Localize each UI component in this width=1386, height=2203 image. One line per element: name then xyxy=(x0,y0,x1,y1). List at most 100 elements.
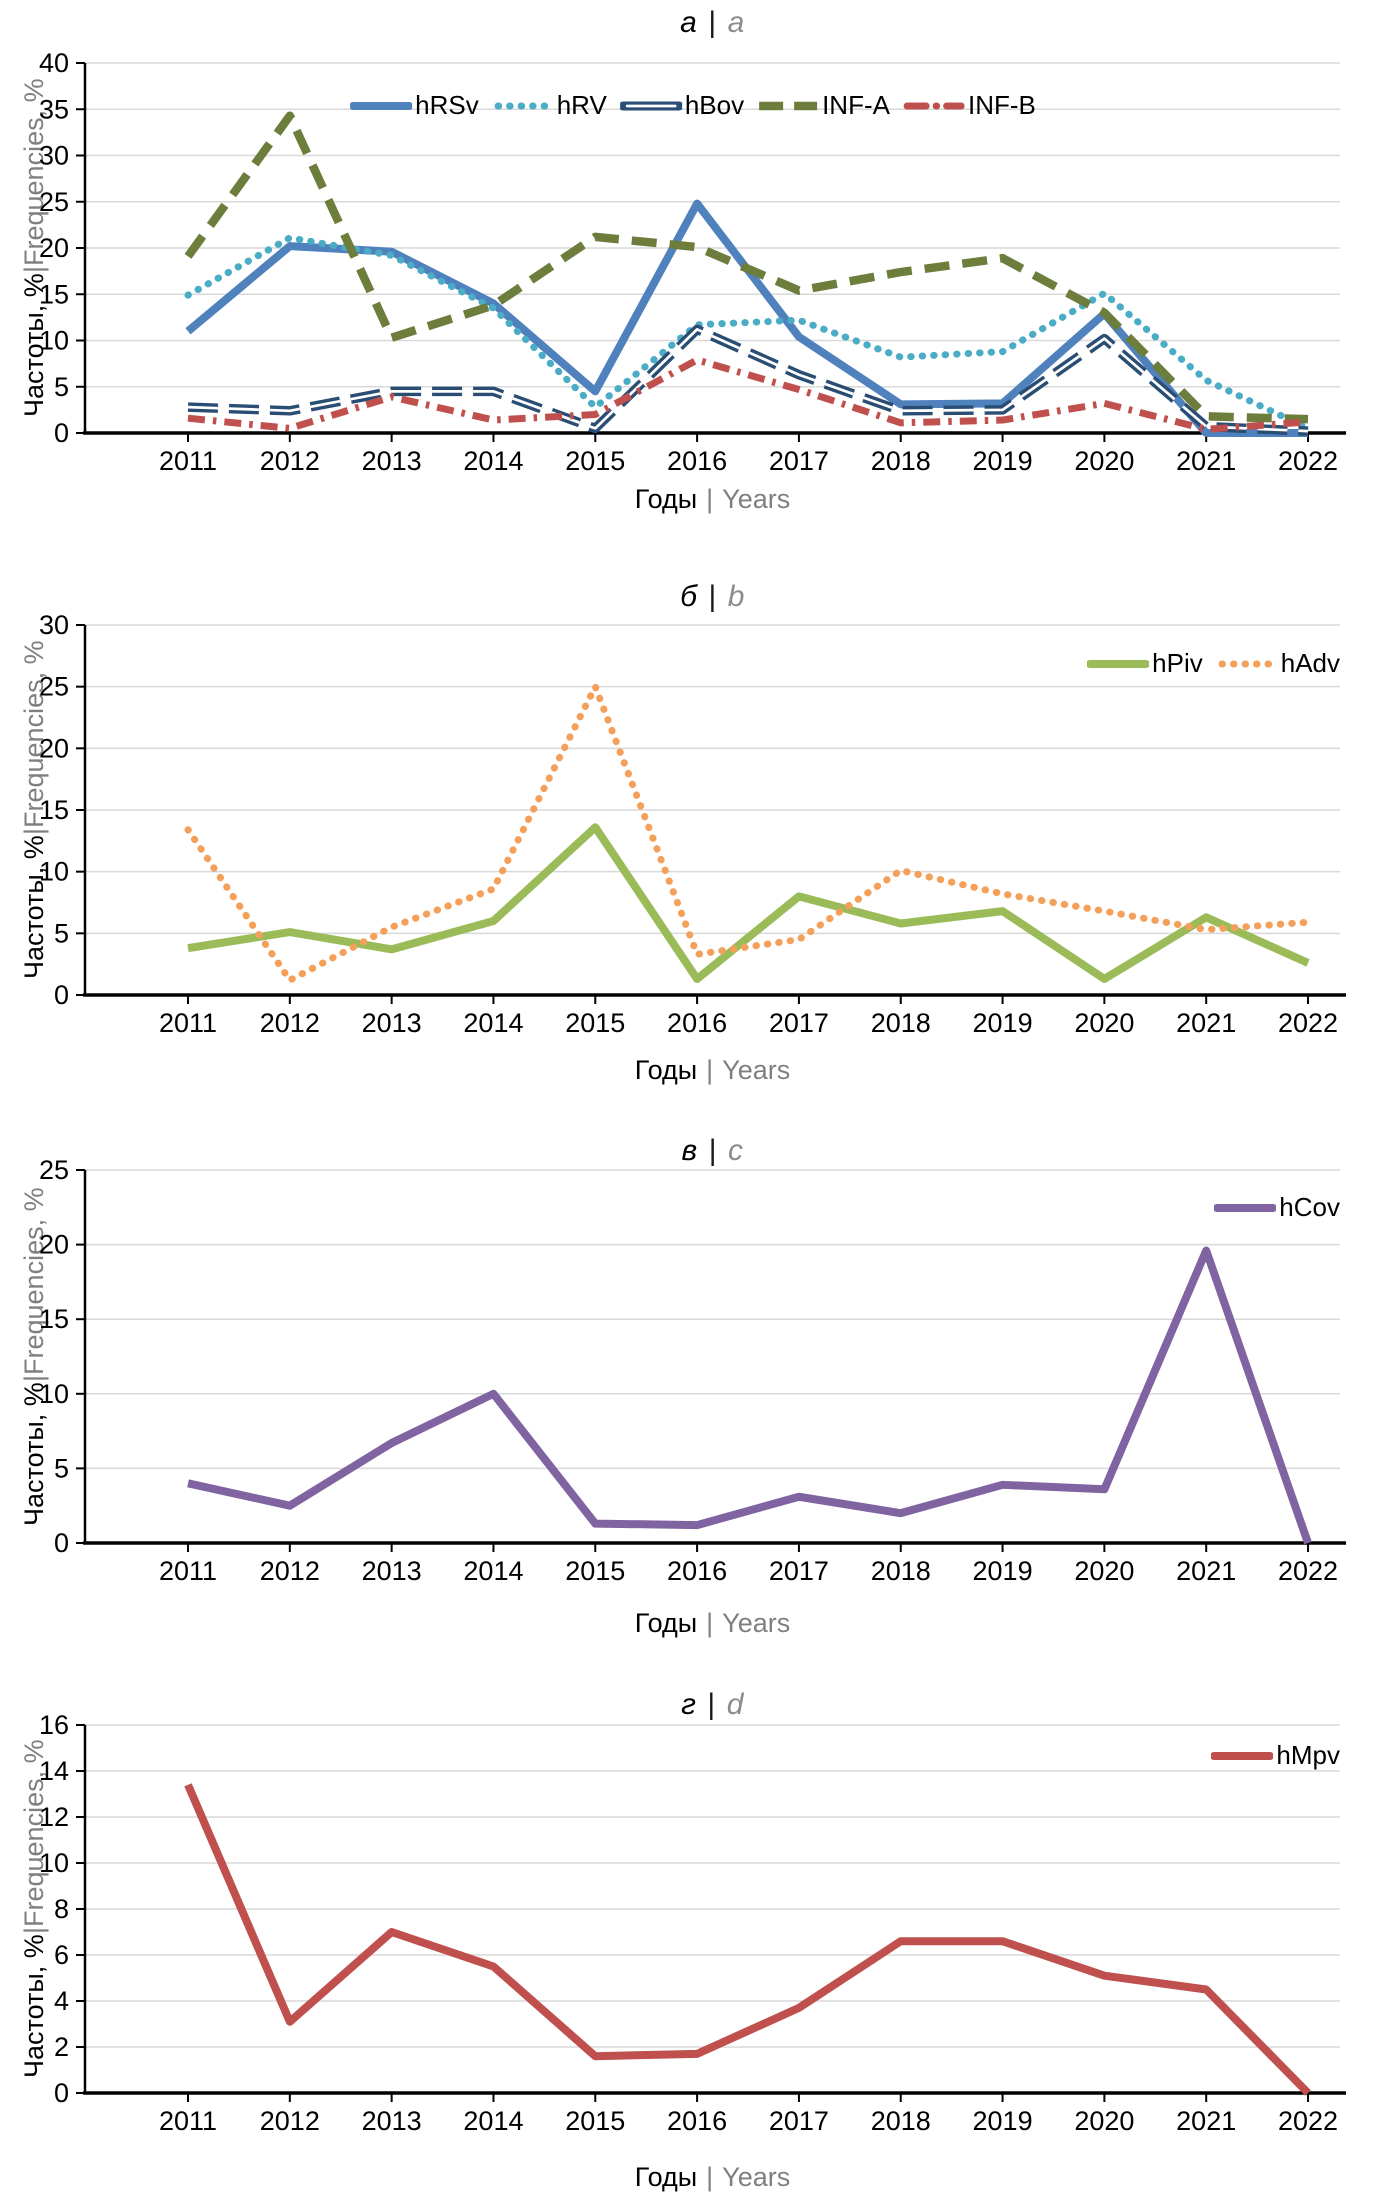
y-tick-label: 20 xyxy=(39,1230,69,1260)
x-tick-label: 2019 xyxy=(973,2106,1033,2136)
y-tick-label: 8 xyxy=(54,1894,69,1924)
legend-item-hMpv: hMpv xyxy=(1211,1740,1340,1771)
y-tick-label: 4 xyxy=(54,1986,69,2016)
x-tick-label: 2018 xyxy=(871,1556,931,1586)
legend-marker-hAdv xyxy=(1218,660,1276,667)
y-tick-label: 14 xyxy=(39,1756,69,1786)
y-tick-label: 0 xyxy=(54,2078,69,2108)
legend-c: hCov xyxy=(1214,1192,1340,1223)
x-axis-label-secondary: Years xyxy=(722,1055,791,1085)
y-tick-label: 10 xyxy=(39,857,69,887)
chart-d-title-secondary: d xyxy=(726,1688,744,1721)
y-tick-label: 10 xyxy=(39,1848,69,1878)
legend-label: hPiv xyxy=(1152,648,1203,678)
chart-c-title: в | c xyxy=(85,1134,1340,1168)
y-tick-label: 35 xyxy=(39,94,69,124)
legend-marker-hPiv xyxy=(1087,659,1150,668)
legend-item-hRV: hRV xyxy=(492,90,607,121)
x-tick-label: 2012 xyxy=(260,1008,320,1038)
x-tick-label: 2013 xyxy=(362,1556,422,1586)
y-tick-label: 25 xyxy=(39,672,69,702)
x-tick-label: 2016 xyxy=(667,2106,727,2136)
x-tick-label: 2015 xyxy=(565,1008,625,1038)
x-tick-label: 2014 xyxy=(463,1008,523,1038)
x-tick-label: 2016 xyxy=(667,446,727,476)
x-tick-label: 2021 xyxy=(1176,1008,1236,1038)
legend-item-hBov: hBov xyxy=(619,90,745,121)
x-tick-label: 2022 xyxy=(1278,446,1338,476)
legend-label: hBov xyxy=(684,90,745,120)
y-tick-label: 25 xyxy=(39,187,69,217)
x-tick-label: 2021 xyxy=(1176,1556,1236,1586)
legend-label: hRV xyxy=(556,90,607,120)
x-tick-label: 2020 xyxy=(1074,1556,1134,1586)
chart-d-title-primary: г xyxy=(681,1688,697,1721)
chart-c-title-primary: в xyxy=(681,1134,698,1167)
legend-marker-hCov xyxy=(1214,1203,1277,1212)
x-tick-label: 2011 xyxy=(159,1556,217,1586)
plot-svg-a: 0 5 10 15 20 25 30 35 40 2011 2012 2013 2014 2015 2016… xyxy=(39,48,1346,476)
plot-svg-d: 0 2 4 6 8 10 12 14 16 2011 2012 2013 2014 2015 2016 201… xyxy=(39,1710,1346,2136)
x-tick-label: 2011 xyxy=(159,446,217,476)
x-tick-label: 2015 xyxy=(565,446,625,476)
x-tick-label: 2017 xyxy=(769,1556,829,1586)
y-tick-label: 40 xyxy=(39,48,69,78)
y-tick-label: 12 xyxy=(39,1802,69,1832)
x-axis-label-primary: Годы xyxy=(634,1055,698,1085)
x-tick-label: 2020 xyxy=(1074,2106,1134,2136)
chart-panel-a: а | a Частоты, % | Frequencies, % 0 5 10 15 20 25… xyxy=(0,0,1386,550)
chart-panel-c: в | c Частоты, % | Frequencies, % 0 5 10 15 20 25… xyxy=(0,1100,1386,1650)
x-axis-label: Годы | Years xyxy=(85,1055,1340,1086)
x-tick-label: 2013 xyxy=(362,1008,422,1038)
y-tick-label: 30 xyxy=(39,610,69,640)
x-tick-label: 2018 xyxy=(871,1008,931,1038)
y-tick-label: 25 xyxy=(39,1155,69,1185)
chart-panel-d: г | d Частоты, % | Frequencies, % 0 2 4 6 8 10 12 1… xyxy=(0,1650,1386,2203)
chart-a-title-divider: | xyxy=(708,6,717,39)
legend-item-INF-B: INF-B xyxy=(903,90,1036,121)
y-tick-label: 15 xyxy=(39,795,69,825)
y-tick-label: 5 xyxy=(54,918,69,948)
x-axis-label-primary: Годы xyxy=(634,484,698,514)
x-tick-label: 2011 xyxy=(159,1008,217,1038)
x-tick-label: 2019 xyxy=(973,1556,1033,1586)
series-line-INF-A xyxy=(184,111,1309,424)
x-tick-label: 2018 xyxy=(871,446,931,476)
legend-item-hAdv: hAdv xyxy=(1216,648,1340,679)
x-tick-label: 2017 xyxy=(769,446,829,476)
y-tick-label: 0 xyxy=(54,1528,69,1558)
x-axis-label-divider: | xyxy=(706,484,714,514)
y-tick-label: 0 xyxy=(54,418,69,448)
x-axis-label: Годы | Years xyxy=(85,1608,1340,1639)
legend-label: INF-A xyxy=(822,90,890,120)
legend-marker-hMpv xyxy=(1211,1751,1274,1760)
legend-item-hRSv: hRSv xyxy=(350,90,479,121)
x-tick-label: 2021 xyxy=(1176,446,1236,476)
x-axis-label-divider: | xyxy=(706,1055,714,1085)
y-tick-label: 30 xyxy=(39,141,69,171)
chart-b-title: б | b xyxy=(85,580,1340,614)
series-line-hPiv xyxy=(187,823,1310,983)
chart-d-title-divider: | xyxy=(707,1688,716,1721)
y-tick-label: 15 xyxy=(39,1304,69,1334)
x-tick-label: 2011 xyxy=(159,2106,217,2136)
series-line-hAdv xyxy=(184,683,1312,984)
legend-item-INF-A: INF-A xyxy=(757,90,890,121)
x-tick-label: 2012 xyxy=(260,2106,320,2136)
x-tick-label: 2021 xyxy=(1176,2106,1236,2136)
x-tick-label: 2015 xyxy=(565,1556,625,1586)
x-tick-label: 2020 xyxy=(1074,446,1134,476)
y-tick-label: 16 xyxy=(39,1710,69,1740)
x-tick-label: 2019 xyxy=(973,446,1033,476)
x-tick-label: 2014 xyxy=(463,2106,523,2136)
legend-item-hPiv: hPiv xyxy=(1087,648,1203,679)
chart-d-title: г | d xyxy=(85,1688,1340,1722)
legend-marker-hBov xyxy=(619,101,682,110)
plot-svg-c: 0 5 10 15 20 25 2011 2012 2013 2014 2015 2016 2017 20… xyxy=(39,1155,1346,1586)
legend-d: hMpv xyxy=(1211,1740,1340,1771)
y-tick-label: 20 xyxy=(39,733,69,763)
x-axis-label-secondary: Years xyxy=(722,2162,791,2192)
chart-a-title-secondary: a xyxy=(727,6,745,39)
y-tick-label: 20 xyxy=(39,233,69,263)
chart-a-title: а | a xyxy=(85,6,1340,40)
